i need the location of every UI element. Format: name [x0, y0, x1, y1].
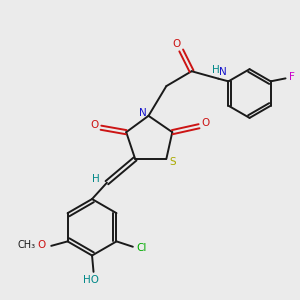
- Text: HO: HO: [83, 275, 99, 285]
- Text: O: O: [202, 118, 210, 128]
- Text: F: F: [289, 73, 295, 82]
- Text: O: O: [38, 240, 46, 250]
- Text: N: N: [219, 67, 227, 77]
- Text: S: S: [169, 157, 176, 167]
- Text: CH₃: CH₃: [18, 240, 36, 250]
- Text: H: H: [92, 174, 100, 184]
- Text: O: O: [172, 39, 181, 49]
- Text: N: N: [139, 108, 147, 118]
- Text: H: H: [212, 65, 219, 75]
- Text: Cl: Cl: [136, 243, 146, 253]
- Text: O: O: [90, 120, 98, 130]
